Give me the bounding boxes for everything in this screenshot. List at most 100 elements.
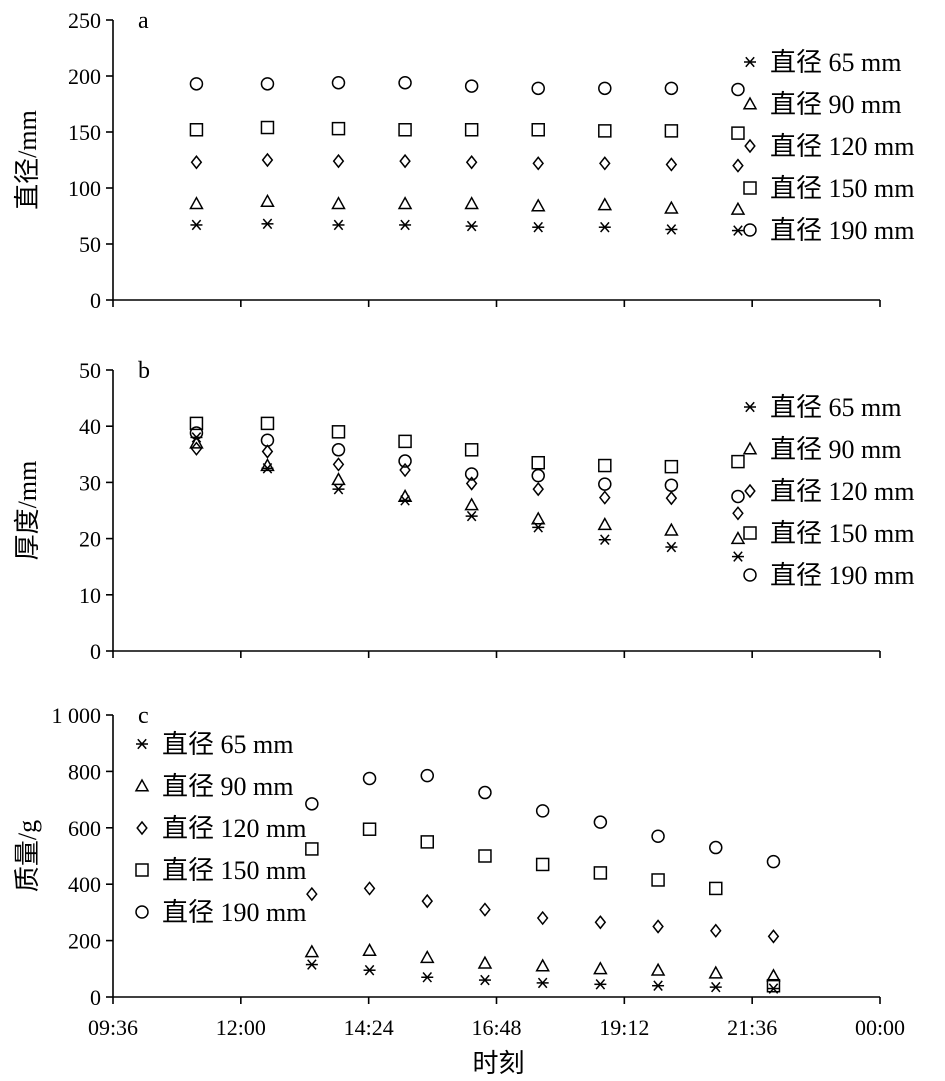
data-point xyxy=(665,224,678,235)
data-point xyxy=(362,822,377,836)
data-point xyxy=(464,196,479,210)
legend-marker-triangle-icon xyxy=(742,96,758,110)
data-point xyxy=(465,510,478,522)
legend-label: 直径 65 mm xyxy=(770,393,901,422)
data-point xyxy=(189,196,204,210)
data-point xyxy=(731,126,745,140)
data-point xyxy=(531,81,545,96)
legend: 直径 65 mm 直径 90 mm 直径 120 mm 直径 150 mm 直径 190… xyxy=(742,393,914,590)
y-axis-label: 质量/g xyxy=(13,820,42,892)
legend-marker-diamond-icon xyxy=(744,483,756,499)
y-tick-label: 250 xyxy=(68,8,101,33)
data-point xyxy=(664,478,679,492)
y-tick-label: 20 xyxy=(79,527,101,552)
data-point xyxy=(651,873,665,887)
data-point xyxy=(332,483,345,495)
legend-label: 直径 150 mm xyxy=(770,174,914,203)
data-point xyxy=(593,961,608,975)
data-point xyxy=(260,193,275,207)
data-point xyxy=(399,219,412,231)
data-point xyxy=(650,962,666,976)
y-tick-label: 600 xyxy=(68,816,101,841)
data-point xyxy=(665,157,678,172)
data-point xyxy=(397,488,413,502)
y-tick-label: 0 xyxy=(90,985,101,1010)
data-point xyxy=(708,965,724,979)
data-point xyxy=(260,416,275,431)
data-point xyxy=(189,77,204,91)
y-axis-label: 直径/mm xyxy=(13,110,42,210)
data-point xyxy=(190,441,203,456)
data-point xyxy=(420,768,435,783)
legend-label: 直径 190 mm xyxy=(770,561,914,590)
data-point xyxy=(399,495,412,506)
series-2 xyxy=(190,441,744,521)
data-point xyxy=(652,919,664,934)
data-point xyxy=(598,534,611,546)
legend-label: 直径 90 mm xyxy=(770,90,901,119)
data-point xyxy=(305,797,319,811)
data-point xyxy=(190,155,203,170)
legend-marker-circle-icon xyxy=(743,568,757,582)
data-point xyxy=(363,881,376,896)
x-tick-label: 00:00 xyxy=(855,1015,905,1040)
data-point xyxy=(399,462,411,478)
x-tick-label: 21:36 xyxy=(727,1015,777,1040)
legend: 直径 65 mm 直径 90 mm 直径 120 mm 直径 150 mm 直径 190… xyxy=(742,48,914,245)
legend-marker-circle-icon xyxy=(135,905,149,919)
y-tick-label: 400 xyxy=(68,872,101,897)
y-tick-label: 30 xyxy=(79,470,101,495)
y-tick-label: 100 xyxy=(68,176,101,201)
data-point xyxy=(260,433,275,447)
data-point xyxy=(709,881,723,896)
y-tick-label: 800 xyxy=(68,759,101,784)
y-tick-label: 40 xyxy=(79,414,101,439)
legend-marker-triangle-icon xyxy=(742,441,758,455)
data-point xyxy=(421,971,434,983)
data-point xyxy=(332,153,345,169)
series-2 xyxy=(306,881,780,944)
data-point xyxy=(397,196,413,210)
data-point xyxy=(332,219,345,231)
data-point xyxy=(535,857,550,872)
legend-marker-diamond-icon xyxy=(136,820,148,836)
data-point xyxy=(398,123,412,137)
data-point xyxy=(597,517,613,531)
series-0 xyxy=(190,432,744,562)
data-point xyxy=(306,886,318,902)
panel-label: c xyxy=(138,703,149,729)
data-point xyxy=(464,443,479,457)
data-point xyxy=(332,457,345,472)
legend: 直径 65 mm 直径 90 mm 直径 120 mm 直径 150 mm 直径 190… xyxy=(134,730,306,927)
y-tick-label: 10 xyxy=(79,583,101,608)
data-point xyxy=(399,153,411,169)
data-point xyxy=(261,218,274,230)
y-axis-label: 厚度/mm xyxy=(13,461,42,561)
data-point xyxy=(664,200,679,214)
x-tick-label: 12:00 xyxy=(216,1015,266,1040)
legend-label: 直径 65 mm xyxy=(162,730,293,759)
series-1 xyxy=(189,435,746,545)
data-point xyxy=(731,489,745,504)
series-0 xyxy=(305,959,780,994)
legend-marker-asterisk-icon xyxy=(744,401,756,413)
data-point xyxy=(478,785,492,800)
data-point xyxy=(536,977,549,989)
data-point xyxy=(598,81,612,96)
data-point xyxy=(261,444,274,459)
panel-label: a xyxy=(138,8,149,34)
y-tick-label: 1 000 xyxy=(52,703,102,728)
data-point xyxy=(731,454,745,469)
legend-label: 直径 120 mm xyxy=(162,814,306,843)
data-point xyxy=(664,522,679,536)
data-point xyxy=(464,79,479,93)
data-point xyxy=(305,842,319,856)
data-point xyxy=(305,959,318,970)
data-point xyxy=(530,198,546,212)
data-point xyxy=(331,75,346,90)
y-tick-label: 50 xyxy=(79,232,101,257)
y-tick-label: 0 xyxy=(90,288,101,313)
data-point xyxy=(665,490,678,506)
